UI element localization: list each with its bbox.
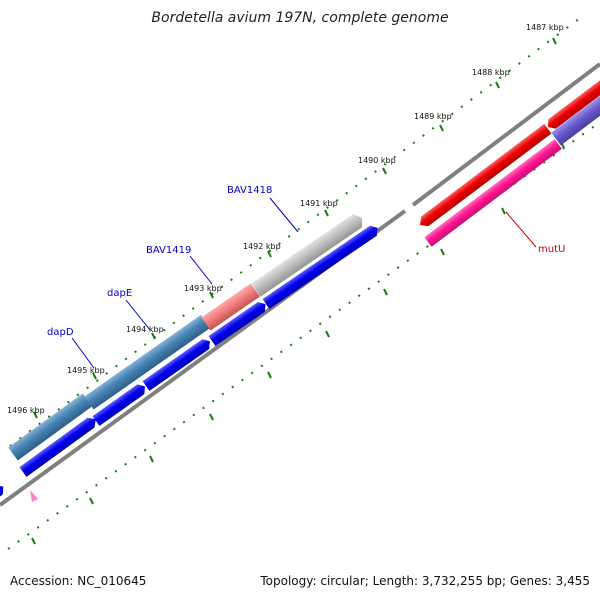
cds-arrow-3: [142, 339, 210, 391]
inner-major-tick: [149, 455, 154, 463]
right-feature-track: [30, 74, 600, 502]
inner-major-tick: [440, 248, 445, 256]
small-pink-marker: [30, 490, 38, 502]
outer-major-ticks: [33, 37, 557, 419]
cds-arrow-5: [262, 225, 378, 309]
feature-red-1: [420, 123, 552, 227]
accession-text: Accession: NC_010645: [10, 574, 147, 588]
outer-tick-line-1: [9, 17, 581, 447]
inner-major-tick: [89, 497, 94, 505]
cds-arrow-2: [92, 384, 145, 426]
outer-major-tick: [151, 332, 156, 340]
outer-major-tick: [267, 250, 272, 258]
kbp-label-1493: 1493 kbp: [184, 284, 222, 293]
gene-labels: BAV1418 BAV1419 dapE dapD mutU: [47, 185, 565, 338]
leader-mutU: [505, 211, 537, 248]
feature-salmon-BAV1419: [201, 283, 260, 331]
gene-label-dapD[interactable]: dapD: [47, 327, 74, 338]
cds-arrow-1: [19, 417, 96, 477]
kbp-label-1487: 1487 kbp: [526, 23, 564, 32]
outer-major-tick: [552, 37, 557, 45]
inner-major-tick: [31, 537, 36, 545]
leader-BAV1418: [269, 197, 299, 233]
kbp-label-1490: 1490 kbp: [358, 156, 396, 165]
feature-slate-right: [551, 90, 600, 146]
outer-major-tick: [439, 124, 444, 132]
feature-steelblue-dapD: [8, 393, 93, 461]
inner-tick-line: [7, 121, 600, 550]
inner-major-tick: [267, 371, 272, 379]
feature-gray-BAV1418: [251, 214, 363, 297]
kbp-label-1496: 1496 kbp: [7, 406, 45, 415]
outer-tick-track: [9, 17, 581, 447]
outer-major-tick: [382, 167, 387, 175]
backbone-line-right: [411, 62, 600, 207]
genome-stats-text: Topology: circular; Length: 3,732,255 bp…: [260, 574, 590, 588]
gene-label-BAV1418[interactable]: BAV1418: [227, 185, 272, 196]
gene-label-mutU[interactable]: mutU: [538, 244, 565, 255]
outer-feature-track: [8, 90, 600, 461]
kbp-label-1489: 1489 kbp: [414, 112, 452, 121]
kbp-label-1494: 1494 kbp: [126, 325, 164, 334]
feature-steelblue-dapE: [84, 314, 210, 410]
cds-arrow-partial-left: [0, 484, 4, 497]
outer-major-tick: [209, 291, 214, 299]
outer-major-tick: [495, 81, 500, 89]
gene-label-dapE[interactable]: dapE: [107, 288, 132, 299]
inner-major-ticks: [31, 141, 565, 545]
kbp-label-1488: 1488 kbp: [472, 68, 510, 77]
gene-leader-lines: [71, 197, 537, 369]
leader-dapE: [125, 299, 151, 331]
outer-major-tick: [33, 411, 38, 419]
kbp-label-1491: 1491 kbp: [300, 199, 338, 208]
kbp-label-1495: 1495 kbp: [67, 366, 105, 375]
feature-magenta-mutU: [424, 139, 562, 247]
feature-red-2: [548, 74, 600, 129]
cds-forward-track: [0, 225, 378, 497]
inner-tick-track: [7, 121, 600, 550]
map-title: Bordetella avium 197N, complete genome: [151, 10, 449, 26]
leader-BAV1419: [189, 255, 213, 285]
cds-arrow-4: [208, 301, 266, 346]
inner-major-tick: [209, 413, 214, 421]
outer-major-tick: [324, 209, 329, 217]
gene-label-BAV1419[interactable]: BAV1419: [146, 245, 191, 256]
inner-major-tick: [325, 330, 330, 338]
kbp-labels: 1487 kbp 1488 kbp 1489 kbp 1490 kbp 1491…: [7, 23, 564, 415]
inner-major-tick: [501, 207, 506, 215]
inner-major-tick: [383, 288, 388, 296]
leader-dapD: [71, 337, 95, 369]
kbp-label-1492: 1492 kbp: [243, 242, 281, 251]
outer-major-tick: [92, 372, 97, 380]
